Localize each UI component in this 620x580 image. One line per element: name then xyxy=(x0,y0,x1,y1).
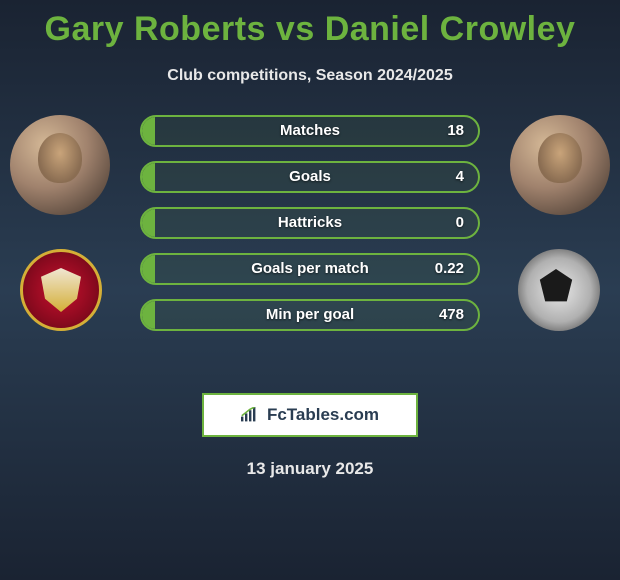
stat-bar-matches: Matches 18 xyxy=(140,115,480,147)
chart-icon xyxy=(239,407,259,423)
club2-crest xyxy=(518,249,600,331)
stat-label: Goals xyxy=(142,163,478,191)
stat-value: 4 xyxy=(456,163,464,191)
stat-bar-gpm: Goals per match 0.22 xyxy=(140,253,480,285)
club1-crest xyxy=(20,249,102,331)
vs-connector: vs xyxy=(276,10,315,48)
stat-label: Min per goal xyxy=(142,301,478,329)
stat-bars: Matches 18 Goals 4 Hattricks 0 Goals per… xyxy=(140,115,480,345)
stat-bar-goals: Goals 4 xyxy=(140,161,480,193)
stat-label: Matches xyxy=(142,117,478,145)
stat-label: Goals per match xyxy=(142,255,478,283)
stat-value: 18 xyxy=(447,117,464,145)
stat-bar-hattricks: Hattricks 0 xyxy=(140,207,480,239)
page-title: Gary Roberts vs Daniel Crowley xyxy=(0,0,620,49)
player2-name: Daniel Crowley xyxy=(325,10,576,48)
footer-date: 13 january 2025 xyxy=(0,459,620,479)
comparison-panel: Matches 18 Goals 4 Hattricks 0 Goals per… xyxy=(0,115,620,375)
subtitle: Club competitions, Season 2024/2025 xyxy=(0,67,620,85)
stat-bar-mpg: Min per goal 478 xyxy=(140,299,480,331)
player1-name: Gary Roberts xyxy=(45,10,266,48)
stat-label: Hattricks xyxy=(142,209,478,237)
stat-value: 478 xyxy=(439,301,464,329)
player2-avatar xyxy=(510,115,610,215)
player1-avatar xyxy=(10,115,110,215)
stat-value: 0.22 xyxy=(435,255,464,283)
brand-badge: FcTables.com xyxy=(202,393,418,437)
stat-value: 0 xyxy=(456,209,464,237)
brand-text: FcTables.com xyxy=(265,405,381,425)
